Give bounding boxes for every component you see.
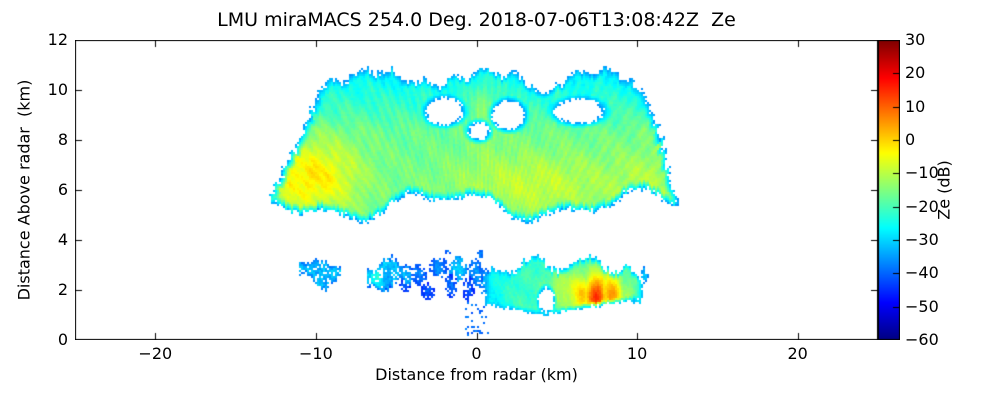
colorbar-tick-label: 0 <box>905 130 916 149</box>
x-tick-label: 0 <box>471 344 482 363</box>
radar-echo-canvas <box>75 40 878 340</box>
x-axis-label: Distance from radar (km) <box>375 365 578 384</box>
y-tick-label: 0 <box>57 330 68 349</box>
y-tick-label: 2 <box>57 280 68 299</box>
y-tick-label: 10 <box>47 80 68 99</box>
y-tick-label: 12 <box>47 30 68 49</box>
colorbar-canvas <box>878 40 900 340</box>
x-tick-label: 20 <box>787 344 808 363</box>
colorbar-tick-label: −40 <box>905 263 939 283</box>
colorbar-tick-label: −10 <box>905 163 939 183</box>
x-tick-label: 10 <box>626 344 648 363</box>
x-tick-label: −10 <box>299 344 333 363</box>
x-tick-label: −20 <box>138 344 173 363</box>
colorbar-tick-label: 30 <box>905 30 926 49</box>
colorbar <box>878 40 900 340</box>
y-tick-label: 8 <box>57 130 68 149</box>
colorbar-tick-label: −20 <box>905 196 939 216</box>
colorbar-tick-label: 10 <box>905 96 926 116</box>
plot-title: LMU miraMACS 254.0 Deg. 2018-07-06T13:08… <box>217 9 736 31</box>
colorbar-tick-label: −50 <box>905 296 939 316</box>
colorbar-tick-label: −60 <box>905 330 939 349</box>
plot-area <box>75 40 878 340</box>
colorbar-tick-label: −30 <box>905 230 939 249</box>
y-tick-label: 6 <box>57 180 68 199</box>
colorbar-tick-label: 20 <box>905 63 926 83</box>
y-tick-label: 4 <box>57 230 68 249</box>
